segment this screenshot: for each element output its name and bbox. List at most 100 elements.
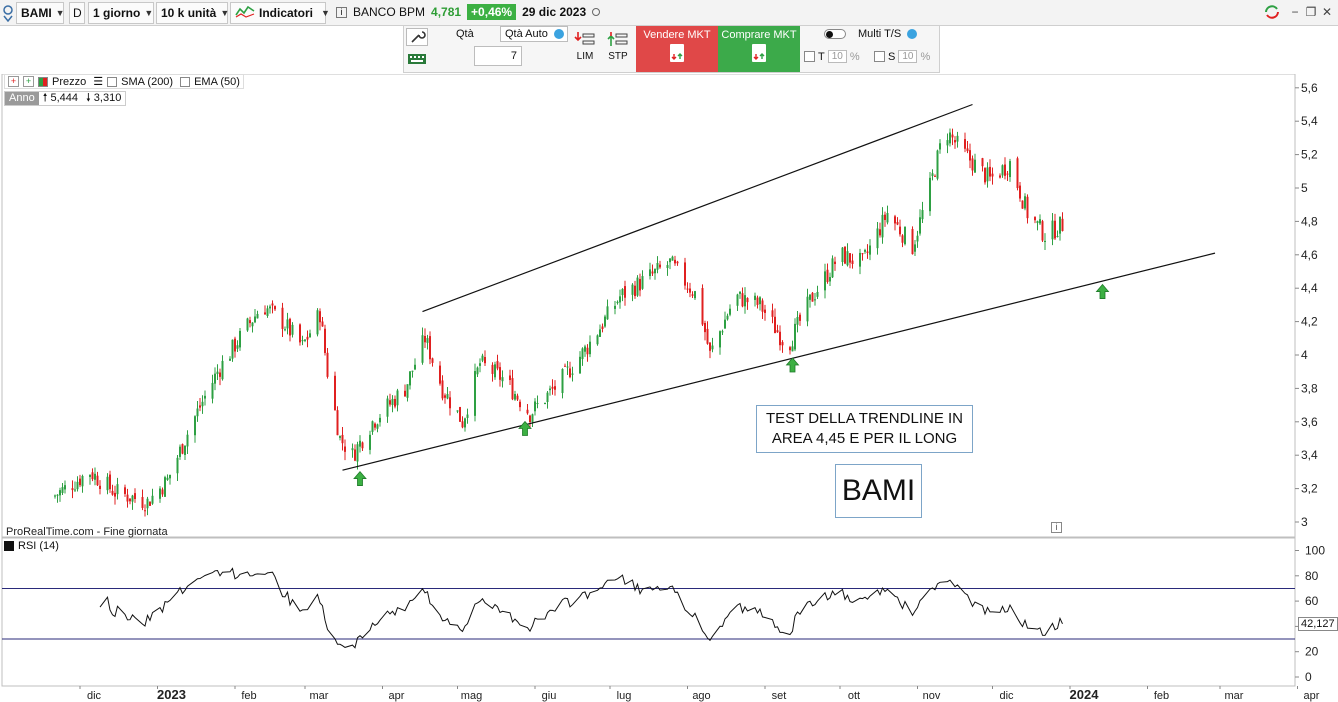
candle-body: [464, 418, 466, 428]
candle-body: [546, 392, 549, 402]
price-tick-label: 3,6: [1301, 415, 1318, 429]
info-icon[interactable]: i: [1051, 522, 1062, 533]
candle-body: [126, 494, 129, 502]
symbol-selector[interactable]: BAMI ▼: [16, 2, 65, 24]
trendline-note[interactable]: TEST DELLA TRENDLINE IN AREA 4,45 E PER …: [756, 405, 973, 453]
rsi-tick-label: 100: [1305, 544, 1325, 558]
keyboard-icon[interactable]: [406, 52, 428, 68]
stop-loss-checkbox[interactable]: [874, 51, 885, 62]
candle-body: [229, 358, 231, 361]
candle-body: [216, 371, 219, 375]
time-tick-label: nov: [923, 690, 941, 702]
trendlines[interactable]: [342, 103, 1216, 471]
rsi-tick-label: 60: [1305, 594, 1319, 608]
quantity-input[interactable]: 7: [474, 46, 522, 66]
timeframe-selector[interactable]: 1 giorno ▼: [88, 2, 154, 24]
rsi-plot-area[interactable]: [1, 537, 1296, 687]
app-menu-icon[interactable]: [2, 4, 14, 23]
candle-body: [571, 373, 574, 375]
candle-body: [549, 388, 551, 391]
candle-body: [456, 410, 459, 412]
refresh-icon[interactable]: [1262, 4, 1282, 20]
time-tick-label: lug: [617, 690, 632, 702]
candle-body: [756, 297, 759, 305]
limit-order-button[interactable]: LIM: [572, 30, 598, 62]
candle-body: [316, 310, 319, 335]
time-axis: dic 2023 feb mar apr mag giu lug ago set ott nov dic…: [79, 686, 1320, 702]
period-code-button[interactable]: D: [69, 2, 85, 24]
candle-body: [96, 475, 99, 486]
candle-body: [596, 335, 599, 345]
buy-market-button[interactable]: Comprare MKT: [718, 26, 800, 72]
indicators-button[interactable]: Indicatori ▼: [230, 2, 330, 24]
candle-body: [876, 228, 879, 249]
units-selector[interactable]: 10 k unità ▼: [156, 2, 230, 24]
candle-body: [219, 372, 221, 377]
price-tick-label: 3: [1301, 515, 1308, 529]
candle-body: [231, 339, 234, 359]
candle-body: [339, 436, 341, 438]
close-icon[interactable]: +: [8, 76, 19, 87]
trendline-lower[interactable]: [342, 252, 1216, 471]
rsi-tick-label: 20: [1305, 645, 1319, 659]
candle-body: [1041, 221, 1044, 241]
time-tick-label: giu: [542, 690, 557, 702]
candle-body: [111, 490, 114, 495]
candle-body: [791, 346, 794, 352]
stop-order-button[interactable]: STP: [604, 30, 632, 62]
candle-body: [114, 492, 116, 497]
stop-loss-input[interactable]: 10: [898, 50, 918, 63]
qty-auto-selector[interactable]: Qtà Auto: [500, 26, 568, 42]
candle-body: [634, 285, 636, 297]
candle-body: [829, 277, 831, 282]
candle-body: [861, 253, 864, 255]
list-icon[interactable]: ☰: [93, 76, 104, 88]
ticket-icon: [670, 44, 684, 62]
time-tick-label: apr: [1304, 690, 1320, 702]
candle-body: [351, 448, 354, 451]
ema-checkbox[interactable]: [180, 76, 191, 87]
dropdown-circle-icon[interactable]: [907, 29, 918, 39]
candle-body: [386, 398, 389, 417]
price-tick-label: 3,2: [1301, 482, 1318, 496]
candle-body: [949, 132, 951, 144]
sell-market-button[interactable]: Vendere MKT: [636, 26, 718, 72]
toggle-switch[interactable]: [824, 29, 846, 39]
multi-ts-control[interactable]: Multi T/S: [824, 28, 918, 40]
restore-icon[interactable]: ❐: [1305, 5, 1317, 19]
take-profit-checkbox[interactable]: [804, 51, 815, 62]
candle-body: [511, 378, 514, 400]
last-price: 4,781: [431, 5, 462, 19]
rsi-tick-label: 0: [1305, 670, 1312, 684]
sma-checkbox[interactable]: [107, 76, 118, 87]
candle-body: [64, 485, 66, 490]
take-profit-input[interactable]: 10: [827, 50, 847, 63]
candle-body: [306, 336, 309, 340]
close-icon[interactable]: ✕: [1321, 5, 1333, 19]
candle-body: [514, 394, 516, 400]
candle-body: [879, 229, 881, 236]
wrench-icon[interactable]: [406, 28, 428, 46]
price-chart[interactable]: 3 3,2 3,4 3,6 3,8 4 4,2 4,4 4,6 4,8 5 5,2 5,4 5,6 0 20…: [0, 74, 1338, 702]
price-series-label[interactable]: Prezzo: [52, 75, 87, 88]
info-icon[interactable]: i: [336, 6, 347, 18]
candle-body: [274, 306, 276, 310]
candle-body: [899, 226, 901, 235]
trendline-upper[interactable]: [422, 103, 973, 313]
candle-body: [704, 322, 706, 333]
minimize-icon[interactable]: −: [1291, 5, 1299, 19]
candle-body: [991, 173, 994, 177]
candle-body: [601, 326, 604, 329]
rsi-tick-label: 80: [1305, 569, 1319, 583]
candle-body: [604, 316, 606, 327]
ticker-label-box[interactable]: BAMI: [835, 464, 922, 518]
add-icon[interactable]: +: [23, 76, 34, 87]
chevron-down-icon: ▼: [220, 8, 230, 18]
candle-body: [106, 476, 109, 491]
candle-body: [724, 319, 726, 329]
candle-body: [531, 414, 534, 422]
candle-body: [616, 301, 619, 304]
candle-body: [481, 355, 484, 361]
price-plot-area[interactable]: [1, 74, 1296, 538]
